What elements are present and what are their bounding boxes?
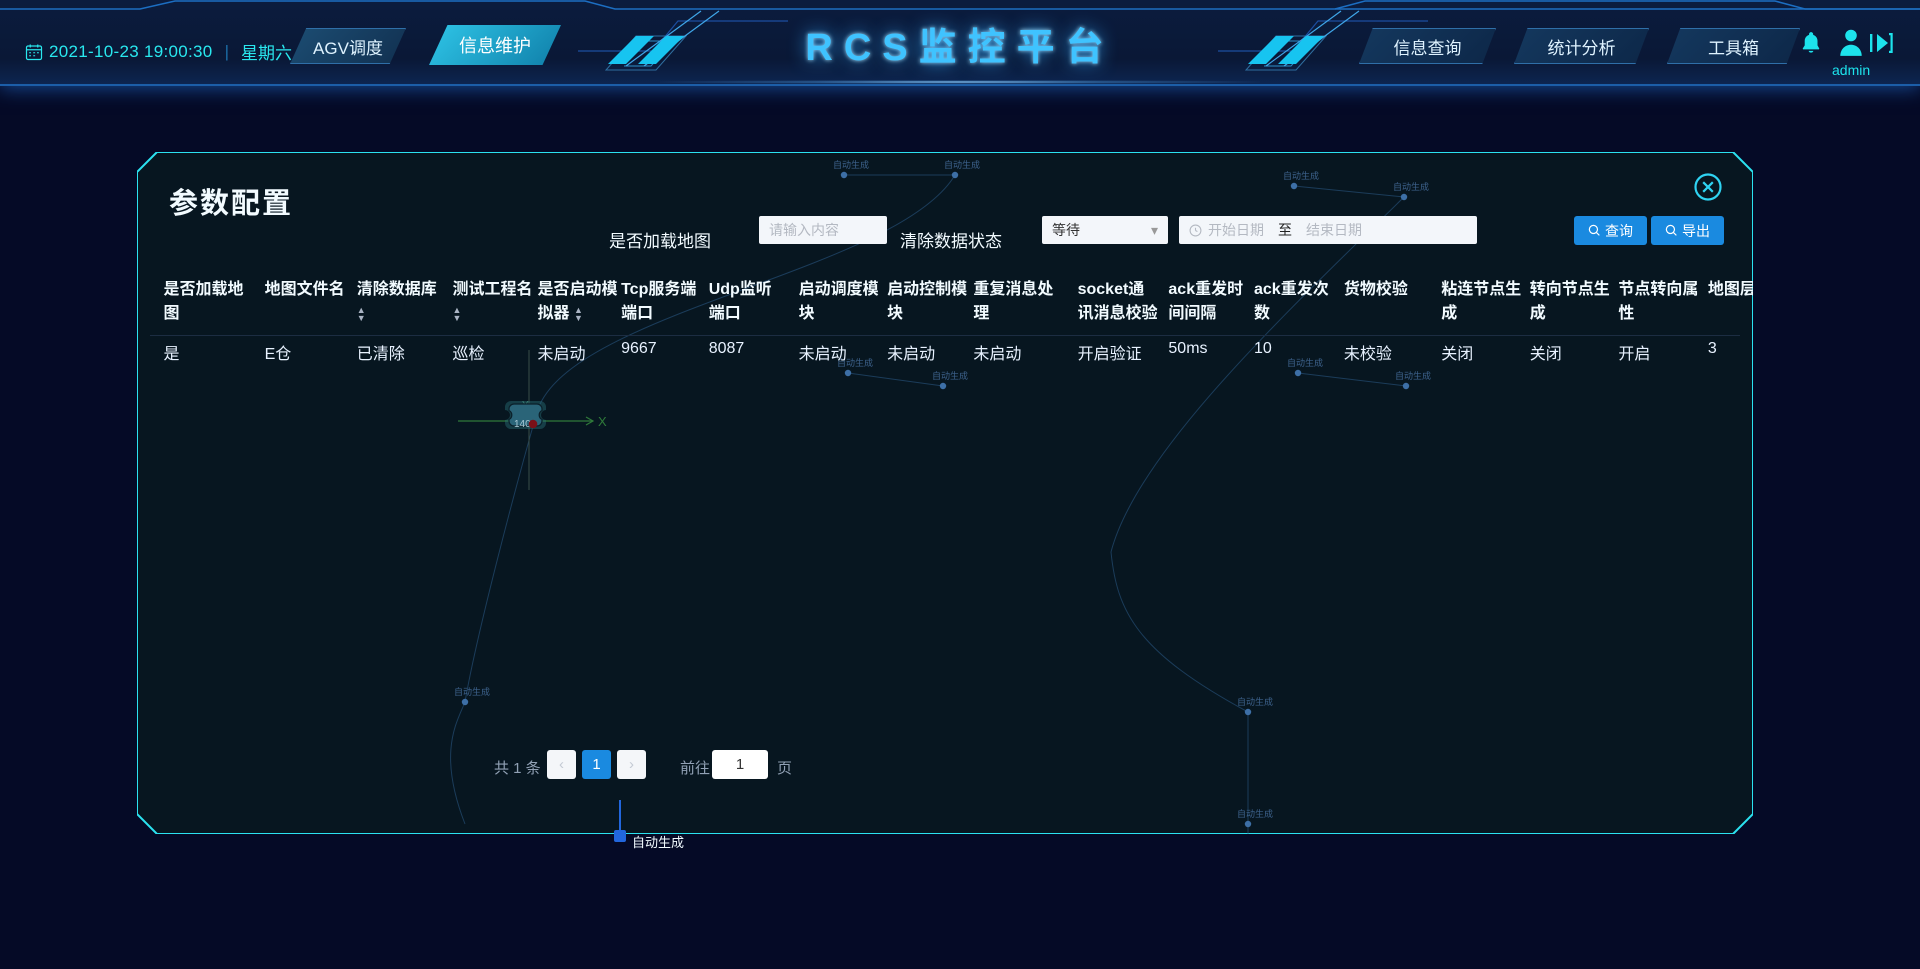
svg-text:自动生成: 自动生成 [632, 835, 684, 850]
